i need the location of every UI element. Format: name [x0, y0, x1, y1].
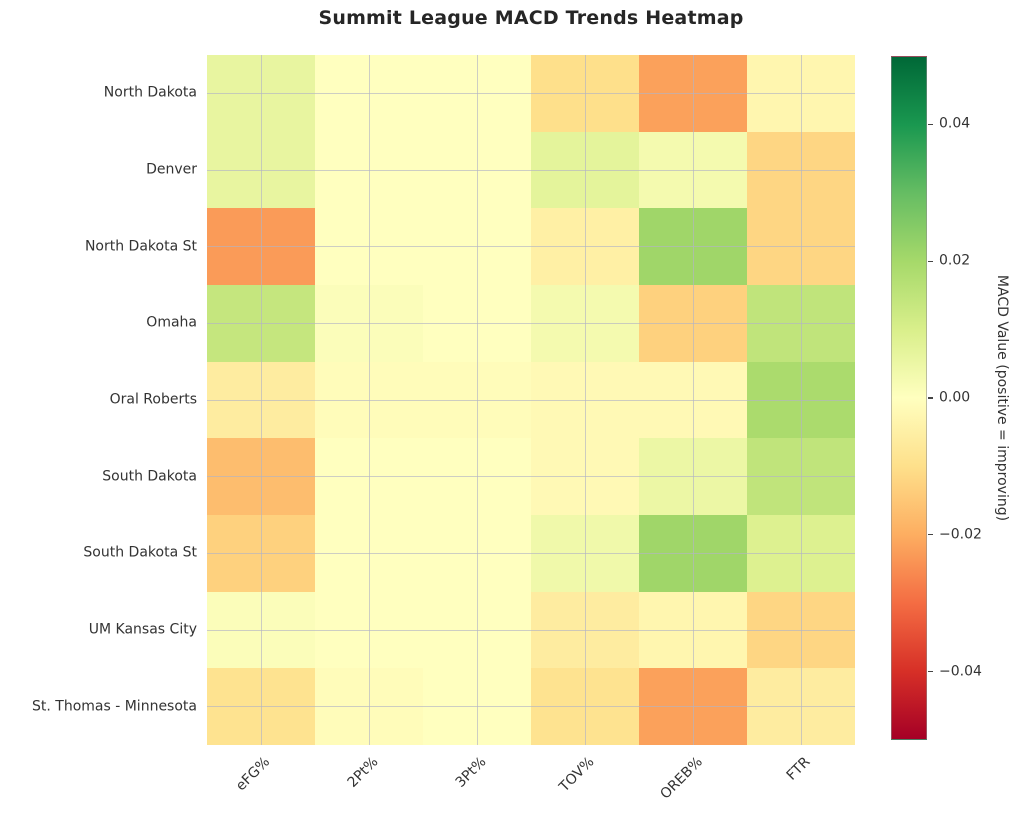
heatmap-cell: [315, 438, 423, 515]
colorbar-tick-label: 0.02: [939, 252, 971, 269]
y-tick-label: North Dakota: [103, 85, 197, 102]
heatmap-cell: [639, 668, 747, 745]
colorbar-tick: [928, 260, 933, 262]
heatmap-cell: [315, 668, 423, 745]
heatmap-cell: [423, 131, 531, 209]
colorbar-tick-label: 0.00: [939, 389, 971, 406]
heatmap-cell: [531, 514, 639, 592]
heatmap-cell: [315, 131, 423, 209]
x-tick-label: eFG%: [233, 754, 274, 795]
heatmap-cell: [639, 131, 747, 209]
heatmap-cell: [423, 55, 531, 132]
heatmap-cell: [423, 514, 531, 592]
heatmap-cell: [531, 131, 639, 209]
heatmap-cell: [423, 668, 531, 745]
heatmap-cell: [207, 361, 315, 439]
heatmap-grid: [207, 55, 855, 745]
heatmap-cell: [639, 591, 747, 669]
heatmap-cell: [423, 438, 531, 515]
heatmap-cell: [207, 668, 315, 745]
colorbar-tick-label: −0.04: [939, 663, 982, 680]
y-tick-label: Omaha: [146, 315, 197, 332]
colorbar-axis-label: MACD Value (positive = improving): [994, 274, 1010, 522]
heatmap-cell: [531, 668, 639, 745]
heatmap-cell: [639, 361, 747, 439]
heatmap-cell: [531, 591, 639, 669]
heatmap-cell: [747, 438, 855, 515]
heatmap-cell: [747, 591, 855, 669]
y-tick-label: Oral Roberts: [109, 391, 197, 408]
heatmap-cell: [315, 55, 423, 132]
heatmap-cell: [639, 55, 747, 132]
y-tick-label: South Dakota St: [83, 545, 197, 562]
colorbar-tick: [928, 670, 933, 673]
heatmap-cell: [423, 361, 531, 439]
heatmap-cell: [315, 284, 423, 362]
heatmap-cell: [639, 438, 747, 515]
heatmap-cell: [531, 284, 639, 362]
heatmap-cell: [315, 208, 423, 285]
heatmap-cell: [747, 55, 855, 132]
heatmap-cell: [639, 284, 747, 362]
heatmap-cell: [747, 208, 855, 285]
heatmap-cell: [747, 361, 855, 439]
y-tick-label: South Dakota: [102, 468, 197, 485]
heatmap-cell: [747, 668, 855, 745]
heatmap-cell: [747, 514, 855, 592]
y-tick-label: Denver: [146, 161, 197, 178]
chart-title: Summit League MACD Trends Heatmap: [318, 7, 744, 29]
heatmap-cell: [639, 208, 747, 285]
heatmap-cell: [531, 438, 639, 515]
colorbar: [891, 56, 927, 740]
x-tick-label: FTR: [783, 754, 814, 784]
heatmap-cell: [315, 361, 423, 439]
heatmap-cell: [207, 131, 315, 209]
heatmap-cell: [531, 55, 639, 132]
y-tick-label: North Dakota St: [84, 238, 197, 255]
heatmap-cell: [639, 514, 747, 592]
heatmap-cell: [315, 514, 423, 592]
heatmap-cell: [423, 284, 531, 362]
heatmap-cell: [747, 131, 855, 209]
heatmap-cell: [747, 284, 855, 362]
heatmap-cell: [531, 208, 639, 285]
heatmap-cell: [207, 591, 315, 669]
heatmap-cell: [207, 438, 315, 515]
colorbar-tick: [928, 397, 933, 399]
colorbar-tick: [928, 534, 933, 536]
heatmap-cell: [531, 361, 639, 439]
y-tick-label: UM Kansas City: [88, 621, 197, 638]
heatmap-cell: [207, 284, 315, 362]
x-tick-label: TOV%: [556, 754, 598, 796]
heatmap-cell: [207, 514, 315, 592]
colorbar-tick-label: −0.02: [939, 526, 982, 543]
heatmap-cell: [315, 591, 423, 669]
x-tick-label: 2Pt%: [344, 754, 382, 791]
x-tick-label: 3Pt%: [452, 754, 490, 791]
colorbar-tick-label: 0.04: [939, 116, 971, 133]
heatmap-cell: [423, 591, 531, 669]
heatmap-cell: [207, 208, 315, 285]
y-tick-label: St. Thomas - Minnesota: [32, 698, 197, 715]
heatmap-cell: [423, 208, 531, 285]
heatmap-cell: [207, 55, 315, 132]
x-tick-label: OREB%: [656, 754, 706, 803]
colorbar-tick: [928, 123, 933, 126]
